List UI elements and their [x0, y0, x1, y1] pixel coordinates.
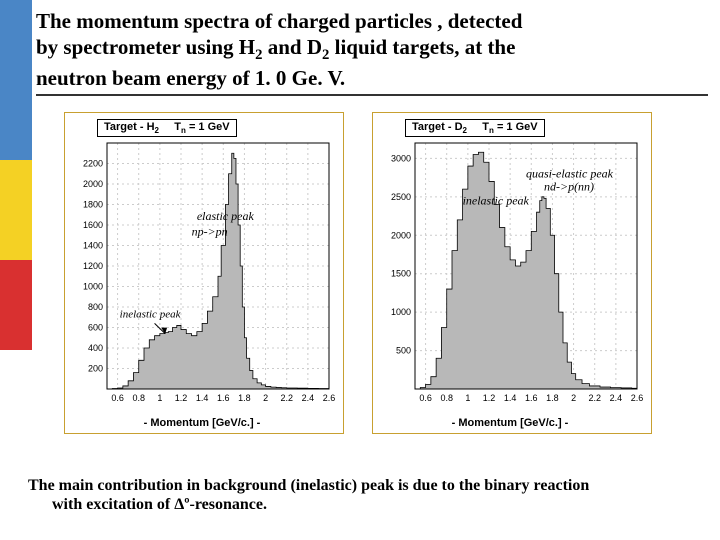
- footer-text: The main contribution in background (ine…: [28, 476, 700, 514]
- svg-text:1800: 1800: [83, 200, 103, 210]
- title-l2b: and D: [262, 35, 322, 59]
- svg-text:inelastic peak: inelastic peak: [120, 308, 182, 320]
- svg-text:800: 800: [88, 302, 103, 312]
- svg-text:600: 600: [88, 323, 103, 333]
- svg-text:1.8: 1.8: [238, 393, 251, 403]
- sidebar-segment: [0, 260, 32, 350]
- svg-text:1.2: 1.2: [483, 393, 496, 403]
- svg-text:1.2: 1.2: [175, 393, 188, 403]
- svg-text:0.8: 0.8: [440, 393, 453, 403]
- svg-text:3000: 3000: [391, 154, 411, 164]
- svg-text:2.6: 2.6: [631, 393, 644, 403]
- title-l2c: liquid targets, at the: [329, 35, 515, 59]
- svg-text:1.4: 1.4: [504, 393, 517, 403]
- sidebar-segment: [0, 160, 32, 260]
- chart-d2-plot: 500 1000 1500 2000 2500 3000 0.6 0.8 1 1.2 1.4 1.6 1…: [375, 137, 645, 417]
- svg-text:1000: 1000: [391, 307, 411, 317]
- svg-text:1: 1: [157, 393, 162, 403]
- svg-text:2.2: 2.2: [280, 393, 293, 403]
- svg-text:2.6: 2.6: [323, 393, 336, 403]
- chart-h2: Target - H2 Tn = 1 GeV 200 400 600 800 1000 1…: [64, 112, 344, 434]
- chart-d2: Target - D2 Tn = 1 GeV 50010001500200025…: [372, 112, 652, 434]
- legend-tn: T: [174, 121, 181, 133]
- title-l2a: by spectrometer using H: [36, 35, 255, 59]
- svg-text:1400: 1400: [83, 241, 103, 251]
- svg-text:1000: 1000: [83, 282, 103, 292]
- chart-d2-legend: Target - D2 Tn = 1 GeV: [405, 119, 545, 137]
- footer-l2: with excitation of Δº-resonance.: [28, 495, 700, 514]
- svg-text:2.4: 2.4: [302, 393, 315, 403]
- svg-text:1500: 1500: [391, 269, 411, 279]
- svg-text:2000: 2000: [83, 179, 103, 189]
- svg-text:quasi-elastic peak: quasi-elastic peak: [526, 167, 614, 181]
- svg-text:1.8: 1.8: [546, 393, 559, 403]
- svg-text:inelastic peak: inelastic peak: [463, 194, 530, 208]
- svg-text:np->pn: np->pn: [192, 224, 228, 238]
- title-l3: neutron beam energy of 1. 0 Ge. V.: [36, 66, 345, 90]
- title-l1: The momentum spectra of charged particle…: [36, 9, 522, 33]
- svg-text:2.4: 2.4: [610, 393, 623, 403]
- svg-text:1600: 1600: [83, 220, 103, 230]
- legend-sub: 2: [463, 126, 467, 135]
- footer-l1: The main contribution in background (ine…: [28, 476, 700, 495]
- sidebar-segment: [0, 0, 32, 160]
- svg-text:1200: 1200: [83, 261, 103, 271]
- svg-text:elastic peak: elastic peak: [197, 209, 255, 223]
- title-rule: [36, 94, 708, 96]
- svg-text:2200: 2200: [83, 159, 103, 169]
- svg-text:nd->p(nn): nd->p(nn): [544, 180, 594, 194]
- legend-target: Target - H: [104, 121, 155, 133]
- svg-text:200: 200: [88, 364, 103, 374]
- svg-text:2: 2: [263, 393, 268, 403]
- legend-tn-rest: = 1 GeV: [494, 121, 538, 133]
- svg-text:2500: 2500: [391, 192, 411, 202]
- svg-text:1.4: 1.4: [196, 393, 209, 403]
- svg-text:1: 1: [465, 393, 470, 403]
- svg-text:1.6: 1.6: [525, 393, 538, 403]
- charts-row: Target - H2 Tn = 1 GeV 200 400 600 800 1000 1…: [64, 112, 700, 434]
- svg-text:2: 2: [571, 393, 576, 403]
- svg-text:0.6: 0.6: [111, 393, 124, 403]
- legend-tn: T: [482, 121, 489, 133]
- chart-h2-legend: Target - H2 Tn = 1 GeV: [97, 119, 237, 137]
- legend-sub: 2: [155, 126, 159, 135]
- chart-h2-plot: 200 400 600 800 1000 1200 1400 1600 1800 2000 2200…: [67, 137, 337, 417]
- svg-text:0.6: 0.6: [419, 393, 432, 403]
- svg-text:400: 400: [88, 343, 103, 353]
- legend-target: Target - D: [412, 121, 463, 133]
- sidebar-stripe: [0, 0, 32, 540]
- chart-h2-xlabel: - Momentum [GeV/c.] -: [67, 417, 337, 429]
- chart-d2-xlabel: - Momentum [GeV/c.] -: [375, 417, 645, 429]
- svg-text:500: 500: [396, 346, 411, 356]
- svg-text:0.8: 0.8: [132, 393, 145, 403]
- svg-text:2.2: 2.2: [588, 393, 601, 403]
- legend-tn-rest: = 1 GeV: [186, 121, 230, 133]
- svg-text:2000: 2000: [391, 230, 411, 240]
- slide-title: The momentum spectra of charged particle…: [36, 8, 708, 91]
- svg-text:1.6: 1.6: [217, 393, 230, 403]
